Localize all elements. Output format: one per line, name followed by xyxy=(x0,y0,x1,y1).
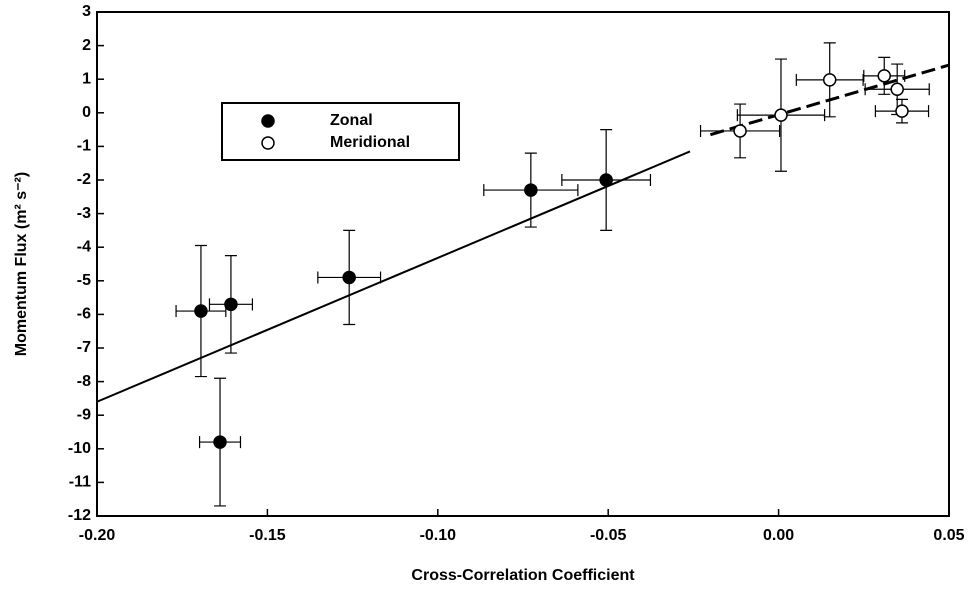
y-tick-label: -6 xyxy=(77,306,91,323)
x-tick-label: 0.05 xyxy=(933,527,964,544)
x-tick-label: -0.05 xyxy=(590,527,627,544)
x-tick-label: -0.15 xyxy=(249,527,286,544)
point xyxy=(877,69,891,83)
legend-label: Zonal xyxy=(330,112,373,129)
point xyxy=(822,73,837,87)
point xyxy=(774,108,788,122)
y-axis-label: Momentum Flux (m² s⁻²) xyxy=(13,172,30,356)
y-tick-label: -2 xyxy=(77,171,91,188)
x-axis-label: Cross-Correlation Coefficient xyxy=(411,567,635,584)
y-tick-label: -11 xyxy=(69,474,91,491)
y-tick-label: -7 xyxy=(77,339,91,356)
point xyxy=(342,270,356,285)
legend-marker xyxy=(261,114,275,128)
plot-frame xyxy=(96,11,950,517)
point xyxy=(224,297,238,312)
point xyxy=(194,304,208,318)
y-tick-label: -10 xyxy=(68,440,91,457)
legend-label: Meridional xyxy=(330,134,410,151)
y-tick-label: -8 xyxy=(77,373,91,390)
x-tick-label: 0.00 xyxy=(763,527,794,544)
legend-marker xyxy=(261,136,275,150)
point xyxy=(895,104,909,118)
fit-line xyxy=(96,150,691,403)
x-tick-label: -0.20 xyxy=(79,527,116,544)
y-tick-label: 2 xyxy=(82,37,91,54)
y-tick-label: -12 xyxy=(68,507,91,524)
y-tick-label: 1 xyxy=(82,70,91,87)
point xyxy=(733,124,747,138)
y-tick-label: 0 xyxy=(82,104,91,121)
y-tick-label: -5 xyxy=(77,272,91,289)
point xyxy=(213,435,227,449)
y-tick-label: -4 xyxy=(77,238,91,255)
point xyxy=(599,173,613,187)
y-tick-label: -3 xyxy=(77,205,91,222)
y-tick-label: 3 xyxy=(82,3,91,20)
x-tick-label: -0.10 xyxy=(420,527,457,544)
point xyxy=(524,183,538,197)
point xyxy=(890,82,904,97)
legend-box xyxy=(221,102,460,161)
y-tick-label: -9 xyxy=(77,406,91,423)
y-tick-label: -1 xyxy=(77,138,91,155)
